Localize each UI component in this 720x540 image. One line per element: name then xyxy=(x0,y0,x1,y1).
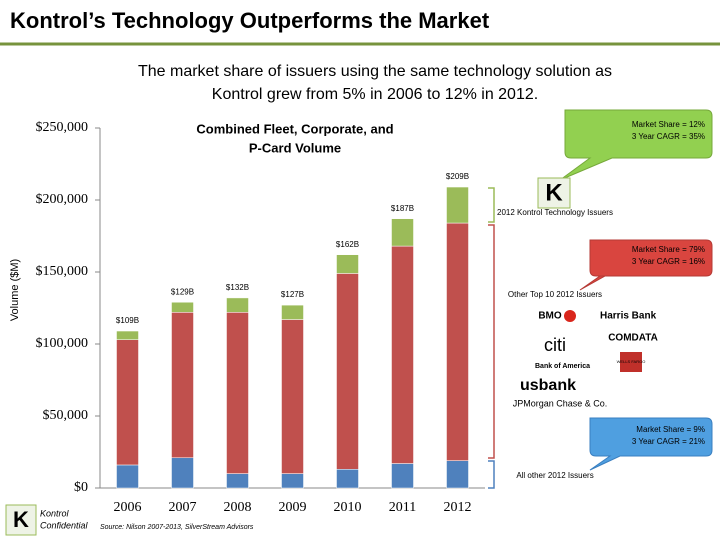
y-tick-label: $200,000 xyxy=(36,192,89,207)
callout xyxy=(559,109,713,181)
x-tick-label: 2008 xyxy=(224,500,252,515)
total-label: $209B xyxy=(446,172,469,181)
series-label: Other Top 10 2012 Issuers xyxy=(508,290,602,299)
callout xyxy=(579,239,713,291)
footer: Confidential xyxy=(40,520,89,530)
bracket xyxy=(488,187,495,223)
logo-box xyxy=(620,352,642,372)
bar-segment xyxy=(336,254,359,274)
total-label: $162B xyxy=(336,240,359,249)
logo xyxy=(5,504,37,536)
bar-segment xyxy=(171,312,194,459)
total-label: $187B xyxy=(391,204,414,213)
callout-text: Market Share = 12% xyxy=(632,120,705,129)
logo xyxy=(537,177,571,209)
bar-segment xyxy=(391,245,414,464)
bar-segment xyxy=(446,186,469,224)
bar-segment xyxy=(446,222,469,461)
bank-logo: COMDATA xyxy=(608,333,658,344)
bar-segment xyxy=(171,457,194,489)
bar-segment xyxy=(116,339,139,466)
x-tick-label: 2010 xyxy=(334,500,362,515)
x-tick-label: 2006 xyxy=(114,500,142,515)
subtitle: Kontrol grew from 5% in 2006 to 12% in 2… xyxy=(212,86,538,103)
bar-segment xyxy=(116,464,139,489)
callout-text: Market Share = 9% xyxy=(636,425,705,434)
x-tick-label: 2011 xyxy=(389,500,416,515)
bar-segment xyxy=(336,273,359,470)
y-tick-label: $250,000 xyxy=(36,120,89,135)
bar-segment xyxy=(281,473,304,489)
chart-title: Combined Fleet, Corporate, and xyxy=(196,121,393,136)
bracket xyxy=(488,460,495,489)
bar-segment xyxy=(281,304,304,320)
bar-segment xyxy=(391,463,414,489)
bar-segment xyxy=(391,218,414,247)
bank-logo: BMO xyxy=(538,311,562,322)
total-label: $129B xyxy=(171,287,194,296)
source: Source: Nilson 2007-2013, SilverStream A… xyxy=(100,524,254,531)
bank-logo: Bank of America xyxy=(535,363,590,370)
footer: Kontrol xyxy=(40,508,70,518)
bank-logo: Harris Bank xyxy=(600,311,657,322)
bar-segment xyxy=(171,301,194,313)
bar-segment xyxy=(116,330,139,340)
y-tick-label: $50,000 xyxy=(43,408,89,423)
y-axis-label: Volume ($M) xyxy=(9,259,21,321)
bank-logo: JPMorgan Chase & Co. xyxy=(513,398,608,408)
logo-mark: K xyxy=(545,179,563,206)
bar-segment xyxy=(226,473,249,489)
y-tick-label: $0 xyxy=(74,480,88,495)
slide-title: Kontrol’s Technology Outperforms the Mar… xyxy=(10,8,490,33)
logo-mark: K xyxy=(13,507,29,532)
subtitle: The market share of issuers using the sa… xyxy=(138,63,612,80)
bar-segment xyxy=(336,469,359,489)
bar-segment xyxy=(226,297,249,313)
chart-title: P-Card Volume xyxy=(249,140,341,155)
bar-segment xyxy=(281,319,304,474)
total-label: $132B xyxy=(226,283,249,292)
bracket xyxy=(488,224,495,459)
logo-icon xyxy=(564,310,576,322)
x-tick-label: 2009 xyxy=(279,500,307,515)
series-label: 2012 Kontrol Technology Issuers xyxy=(497,208,613,217)
bank-logo: usbank xyxy=(520,377,576,394)
y-tick-label: $150,000 xyxy=(36,264,89,279)
bar-segment xyxy=(446,460,469,489)
callout-text: 3 Year CAGR = 35% xyxy=(632,132,705,141)
bar-segment xyxy=(226,312,249,474)
series-label: All other 2012 Issuers xyxy=(516,471,593,480)
callout-text: 3 Year CAGR = 16% xyxy=(632,257,705,266)
callout-text: 3 Year CAGR = 21% xyxy=(632,437,705,446)
x-tick-label: 2007 xyxy=(169,500,197,515)
x-tick-label: 2012 xyxy=(444,500,472,515)
callout-text: Market Share = 79% xyxy=(632,245,705,254)
bank-logo: WELLS FARGO xyxy=(617,359,646,364)
bank-logo: citi xyxy=(544,335,566,355)
total-label: $127B xyxy=(281,290,304,299)
callout xyxy=(589,417,713,471)
total-label: $109B xyxy=(116,316,139,325)
y-tick-label: $100,000 xyxy=(36,336,89,351)
